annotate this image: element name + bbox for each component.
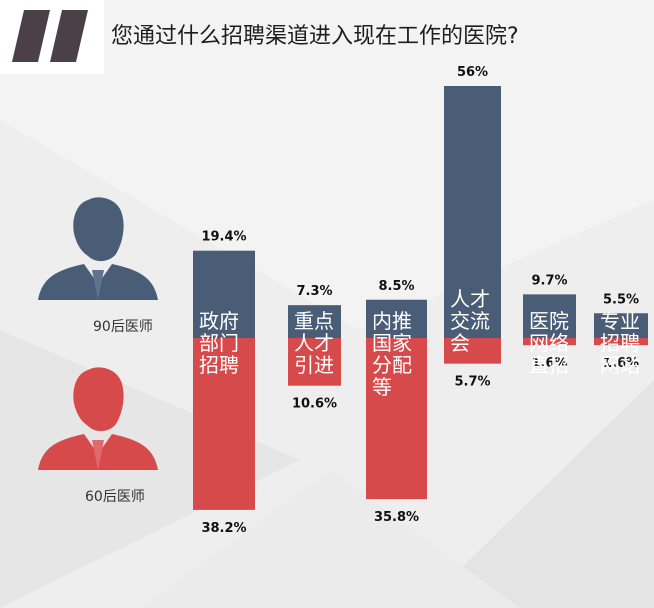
male-silhouette-icon xyxy=(38,197,158,300)
legend-label-90: 90后医师 xyxy=(93,319,153,335)
logo xyxy=(0,0,104,74)
value-label-60-1: 10.6% xyxy=(292,397,337,412)
bar-90-1 xyxy=(288,305,341,338)
value-label-90-4: 9.7% xyxy=(531,273,567,288)
value-label-60-4: 1.6% xyxy=(531,356,567,371)
value-label-90-0: 19.4% xyxy=(201,230,246,245)
value-label-60-3: 5.7% xyxy=(454,375,490,390)
bar-60-5 xyxy=(594,338,648,346)
double-slash-logo-icon xyxy=(12,10,88,62)
bar-90-5 xyxy=(594,313,648,338)
category-label-3: 人才交流会 xyxy=(450,287,490,355)
category-label-2: 内推国家分配等 xyxy=(372,309,412,399)
bar-60-2 xyxy=(366,338,427,500)
bar-60-4 xyxy=(523,338,576,346)
category-label-4: 医院网络直招 xyxy=(529,309,569,377)
value-label-90-5: 5.5% xyxy=(603,292,639,307)
value-label-60-0: 38.2% xyxy=(201,521,246,536)
category-label-5: 专业招聘网站 xyxy=(600,309,640,377)
legend-label-60: 60后医师 xyxy=(85,489,145,505)
category-label-1: 重点人才引进 xyxy=(294,309,334,377)
bar-60-1 xyxy=(288,338,341,386)
value-label-90-1: 7.3% xyxy=(296,284,332,299)
bar-90-3 xyxy=(444,86,501,338)
bar-90-2 xyxy=(366,299,427,338)
chart-title: 您通过什么招聘渠道进入现在工作的医院? xyxy=(111,24,519,49)
value-label-60-5: 1.6% xyxy=(603,356,639,371)
bar-60-0 xyxy=(193,338,255,510)
male-silhouette-icon xyxy=(38,367,158,470)
value-label-90-3: 56% xyxy=(457,65,488,80)
bar-60-3 xyxy=(444,338,501,364)
value-label-60-2: 35.8% xyxy=(374,510,419,525)
category-label-0: 政府部门招聘 xyxy=(199,309,239,377)
bar-90-4 xyxy=(523,294,576,338)
bar-90-0 xyxy=(193,250,255,338)
value-label-90-2: 8.5% xyxy=(378,279,414,294)
